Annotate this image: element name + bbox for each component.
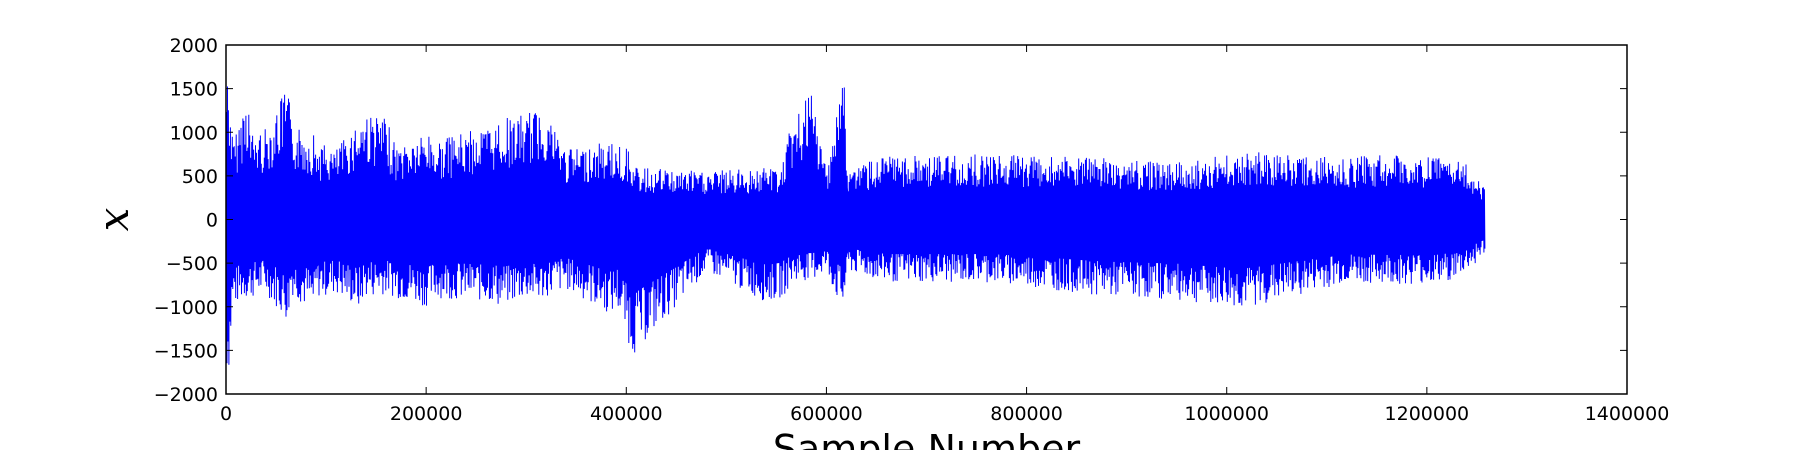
x-tick-label: 1200000: [1385, 403, 1470, 425]
x-tick-label: 200000: [390, 403, 463, 425]
y-tick-label: 2000: [170, 35, 218, 57]
x-axis: 0 200000 400000 600000 800000 1000000 1200000 1…: [220, 45, 1669, 425]
signal-core-band: [226, 157, 1485, 302]
plot-frame: [225, 44, 1628, 395]
x-tick-label: 600000: [790, 403, 863, 425]
x-tick-label: 0: [220, 403, 232, 425]
y-tick-label: −2000: [154, 384, 218, 406]
y-tick-label: −1000: [154, 297, 218, 319]
y-tick-label: 500: [182, 166, 218, 188]
y-axis-title: x: [89, 207, 138, 231]
x-tick-label: 1400000: [1585, 403, 1670, 425]
y-axis: 2000 1500 1000 500 0 −500 −1000 −1500 −2000: [154, 35, 1627, 406]
y-tick-label: 0: [206, 210, 218, 232]
y-tick-label: −1500: [154, 340, 218, 362]
y-tick-label: 1000: [170, 122, 218, 144]
plot-area: [225, 86, 1486, 365]
x-tick-label: 1000000: [1184, 403, 1269, 425]
x-tick-label: 400000: [590, 403, 663, 425]
x-axis-title: Sample Number: [773, 427, 1081, 450]
y-tick-label: 1500: [170, 79, 218, 101]
y-tick-label: −500: [166, 253, 218, 275]
x-tick-label: 800000: [990, 403, 1063, 425]
